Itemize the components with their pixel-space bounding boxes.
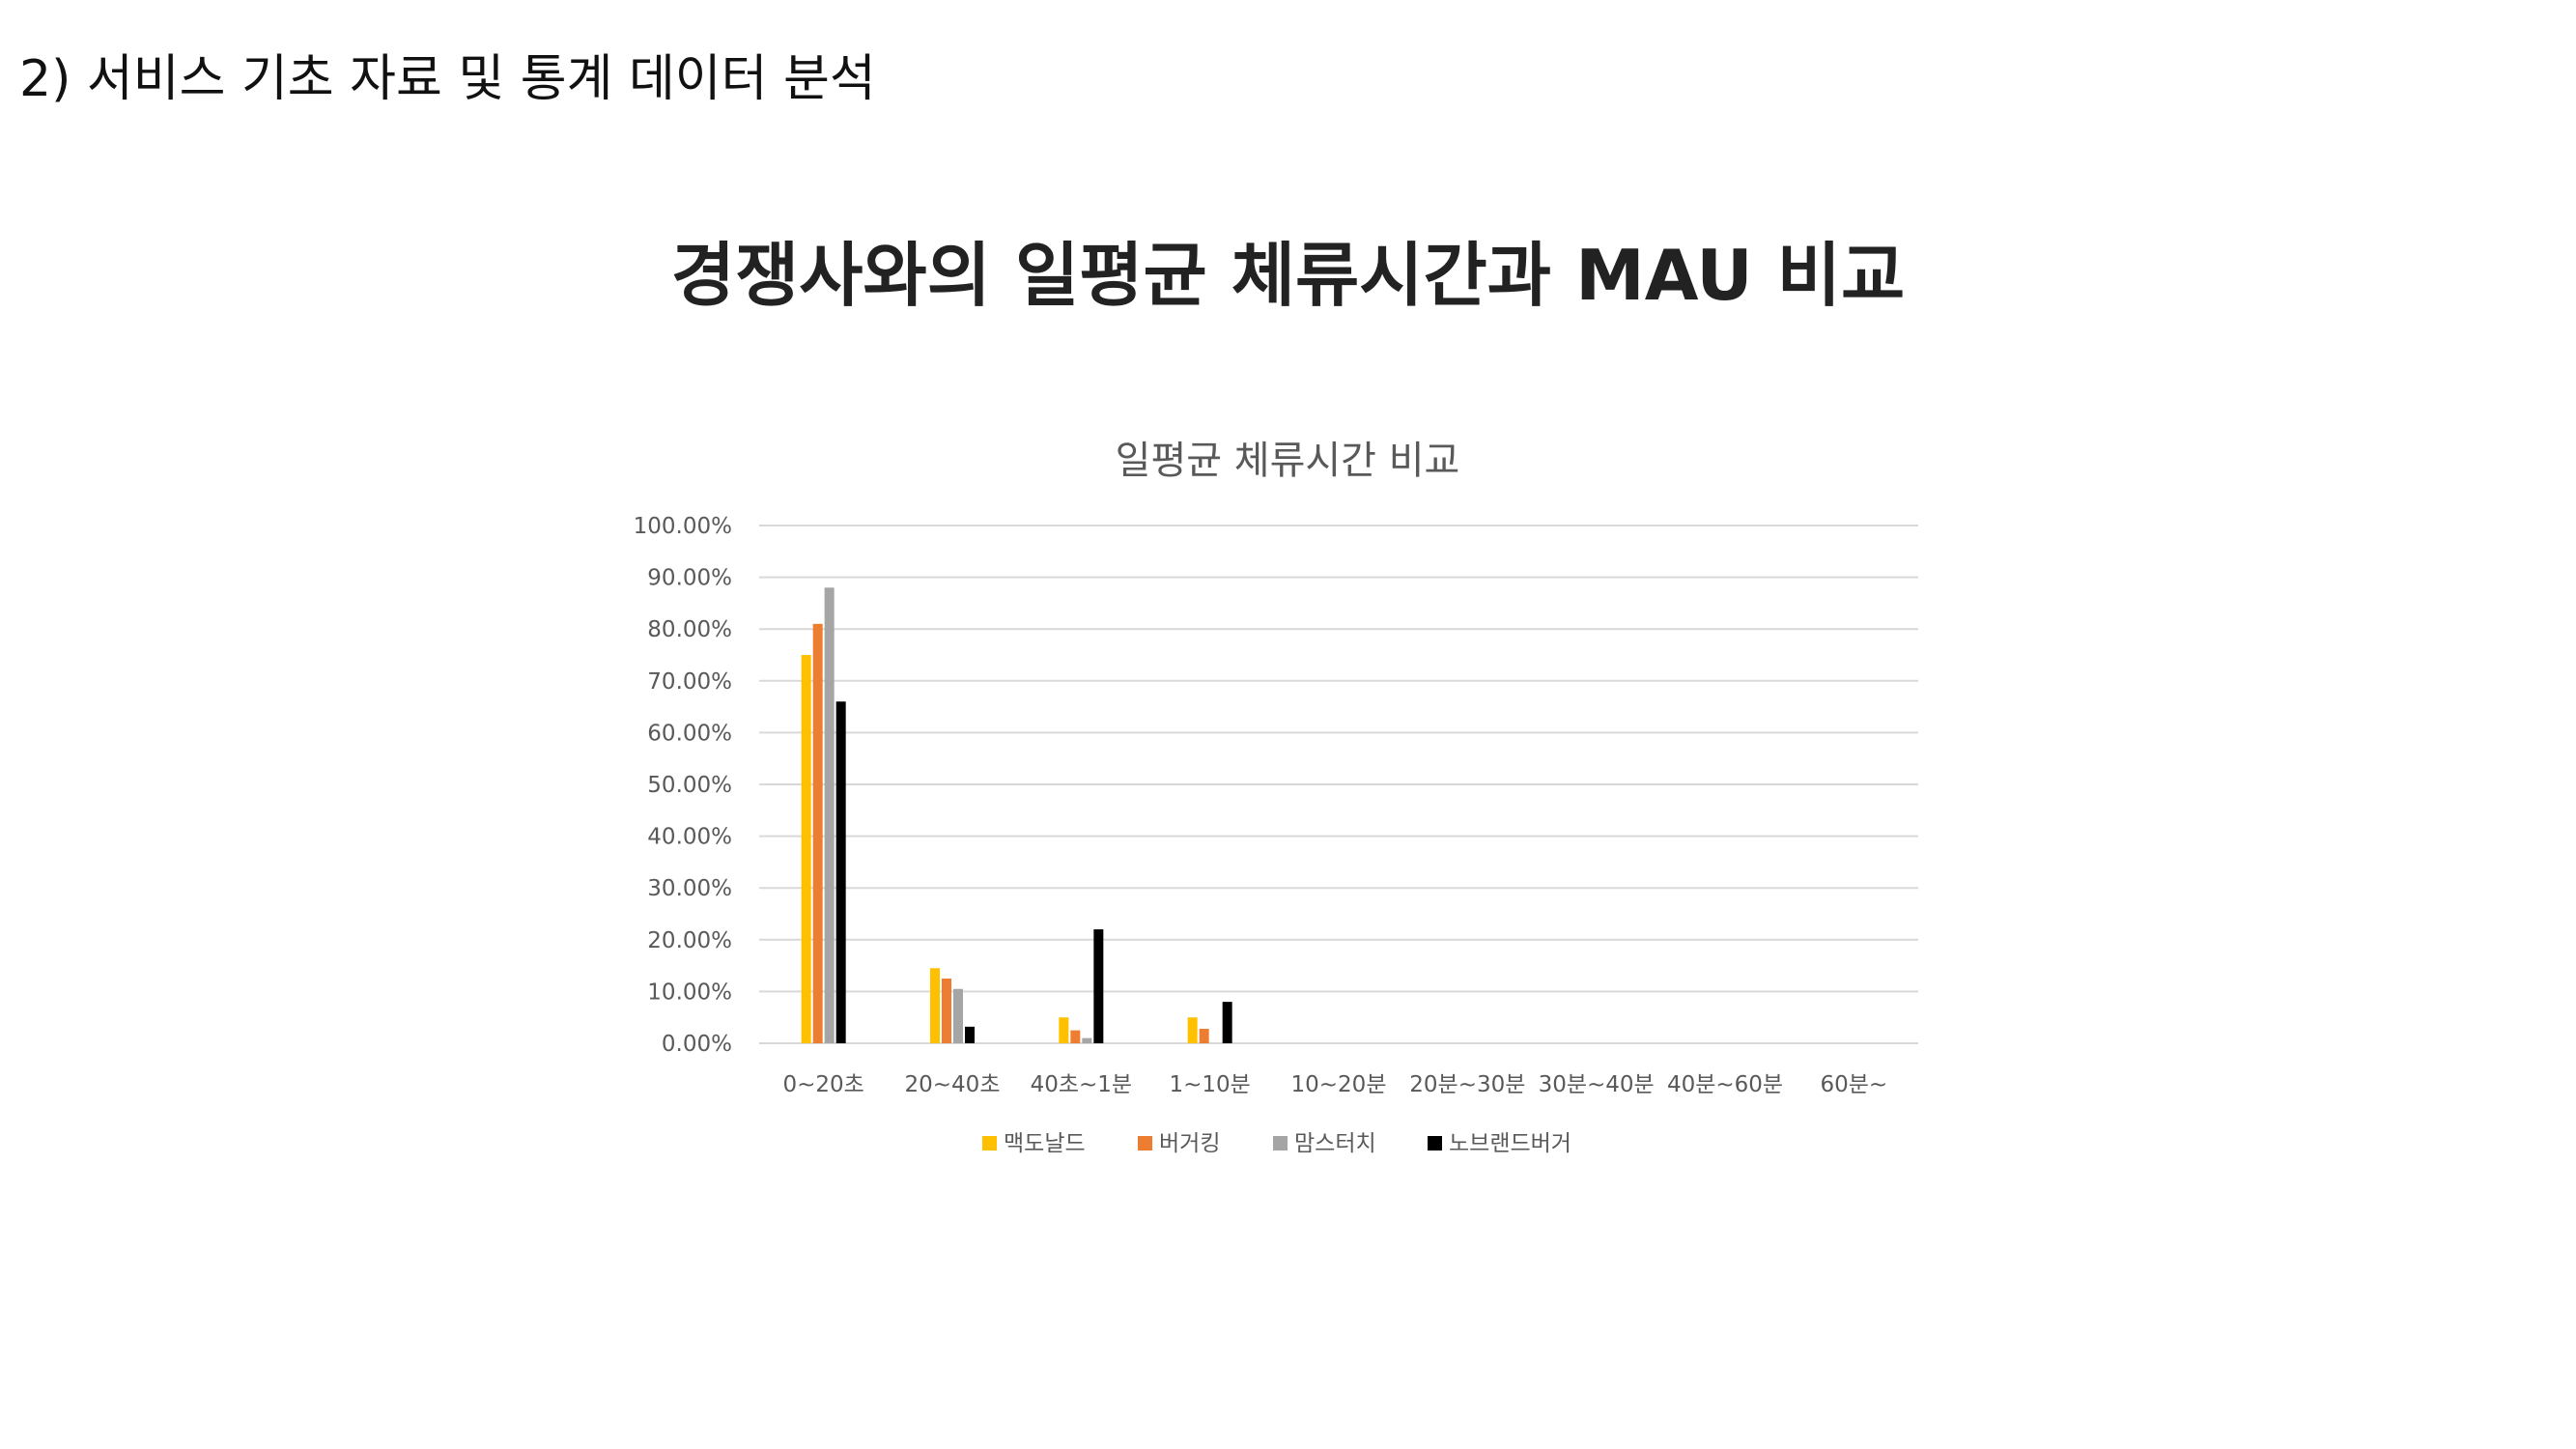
bar — [812, 623, 823, 1043]
legend-swatch — [982, 1136, 997, 1151]
bar — [1059, 1017, 1069, 1043]
bar — [930, 968, 940, 1043]
bar — [1093, 929, 1104, 1043]
y-tick-label: 30.00% — [647, 876, 732, 901]
legend-label: 맘스터치 — [1294, 1131, 1376, 1156]
bars — [801, 587, 1232, 1043]
bar — [835, 701, 846, 1043]
y-tick-label: 40.00% — [647, 825, 732, 850]
x-tick-label: 1~10분 — [1169, 1072, 1250, 1097]
legend-label: 노브랜드버거 — [1449, 1131, 1571, 1156]
x-axis-ticks: 0~20초 20~40초 40초~1분 1~10분 10~20분 20분~30분 30분~4… — [782, 1072, 1887, 1097]
y-tick-label: 10.00% — [647, 980, 732, 1005]
bar — [824, 587, 835, 1043]
x-tick-label: 40분~60분 — [1667, 1072, 1783, 1097]
y-tick-label: 20.00% — [647, 928, 732, 953]
legend-swatch — [1428, 1136, 1442, 1151]
x-tick-label: 0~20초 — [782, 1072, 863, 1097]
y-tick-label: 60.00% — [647, 721, 732, 746]
bar — [801, 655, 811, 1043]
y-tick-label: 90.00% — [647, 566, 732, 591]
x-tick-label: 40초~1분 — [1031, 1072, 1133, 1097]
legend-label: 맥도날드 — [1004, 1131, 1086, 1156]
bar — [1070, 1030, 1081, 1043]
page-title: 경쟁사와의 일평균 체류시간과 MAU 비교 — [670, 235, 1906, 316]
bar — [965, 1026, 975, 1043]
bar — [1199, 1028, 1209, 1043]
bar — [1222, 1002, 1232, 1043]
legend: 맥도날드 버거킹 맘스터치 노브랜드버거 — [982, 1131, 1571, 1156]
bar — [1187, 1017, 1198, 1043]
chart-title: 일평균 체류시간 비교 — [1116, 439, 1460, 483]
y-tick-label: 0.00% — [662, 1032, 732, 1057]
grid-lines — [759, 525, 1918, 1044]
bar — [942, 979, 951, 1043]
y-tick-label: 50.00% — [647, 773, 732, 798]
legend-swatch — [1273, 1136, 1288, 1151]
y-axis-ticks: 0.00% 10.00% 20.00% 30.00% 40.00% 50.00% 60.00… — [634, 514, 732, 1057]
legend-label: 버거킹 — [1159, 1131, 1220, 1156]
x-tick-label: 20~40초 — [905, 1072, 1001, 1097]
section-heading: 2) 서비스 기초 자료 및 통계 데이터 분석 — [19, 50, 876, 108]
y-tick-label: 100.00% — [634, 514, 732, 539]
legend-swatch — [1138, 1136, 1152, 1151]
x-tick-label: 60분~ — [1820, 1072, 1887, 1097]
x-tick-label: 30분~40분 — [1539, 1072, 1655, 1097]
bar — [1082, 1037, 1092, 1043]
y-tick-label: 70.00% — [647, 669, 732, 695]
x-tick-label: 10~20분 — [1291, 1072, 1387, 1097]
x-tick-label: 20분~30분 — [1409, 1072, 1525, 1097]
bar — [953, 988, 963, 1043]
y-tick-label: 80.00% — [647, 617, 732, 642]
